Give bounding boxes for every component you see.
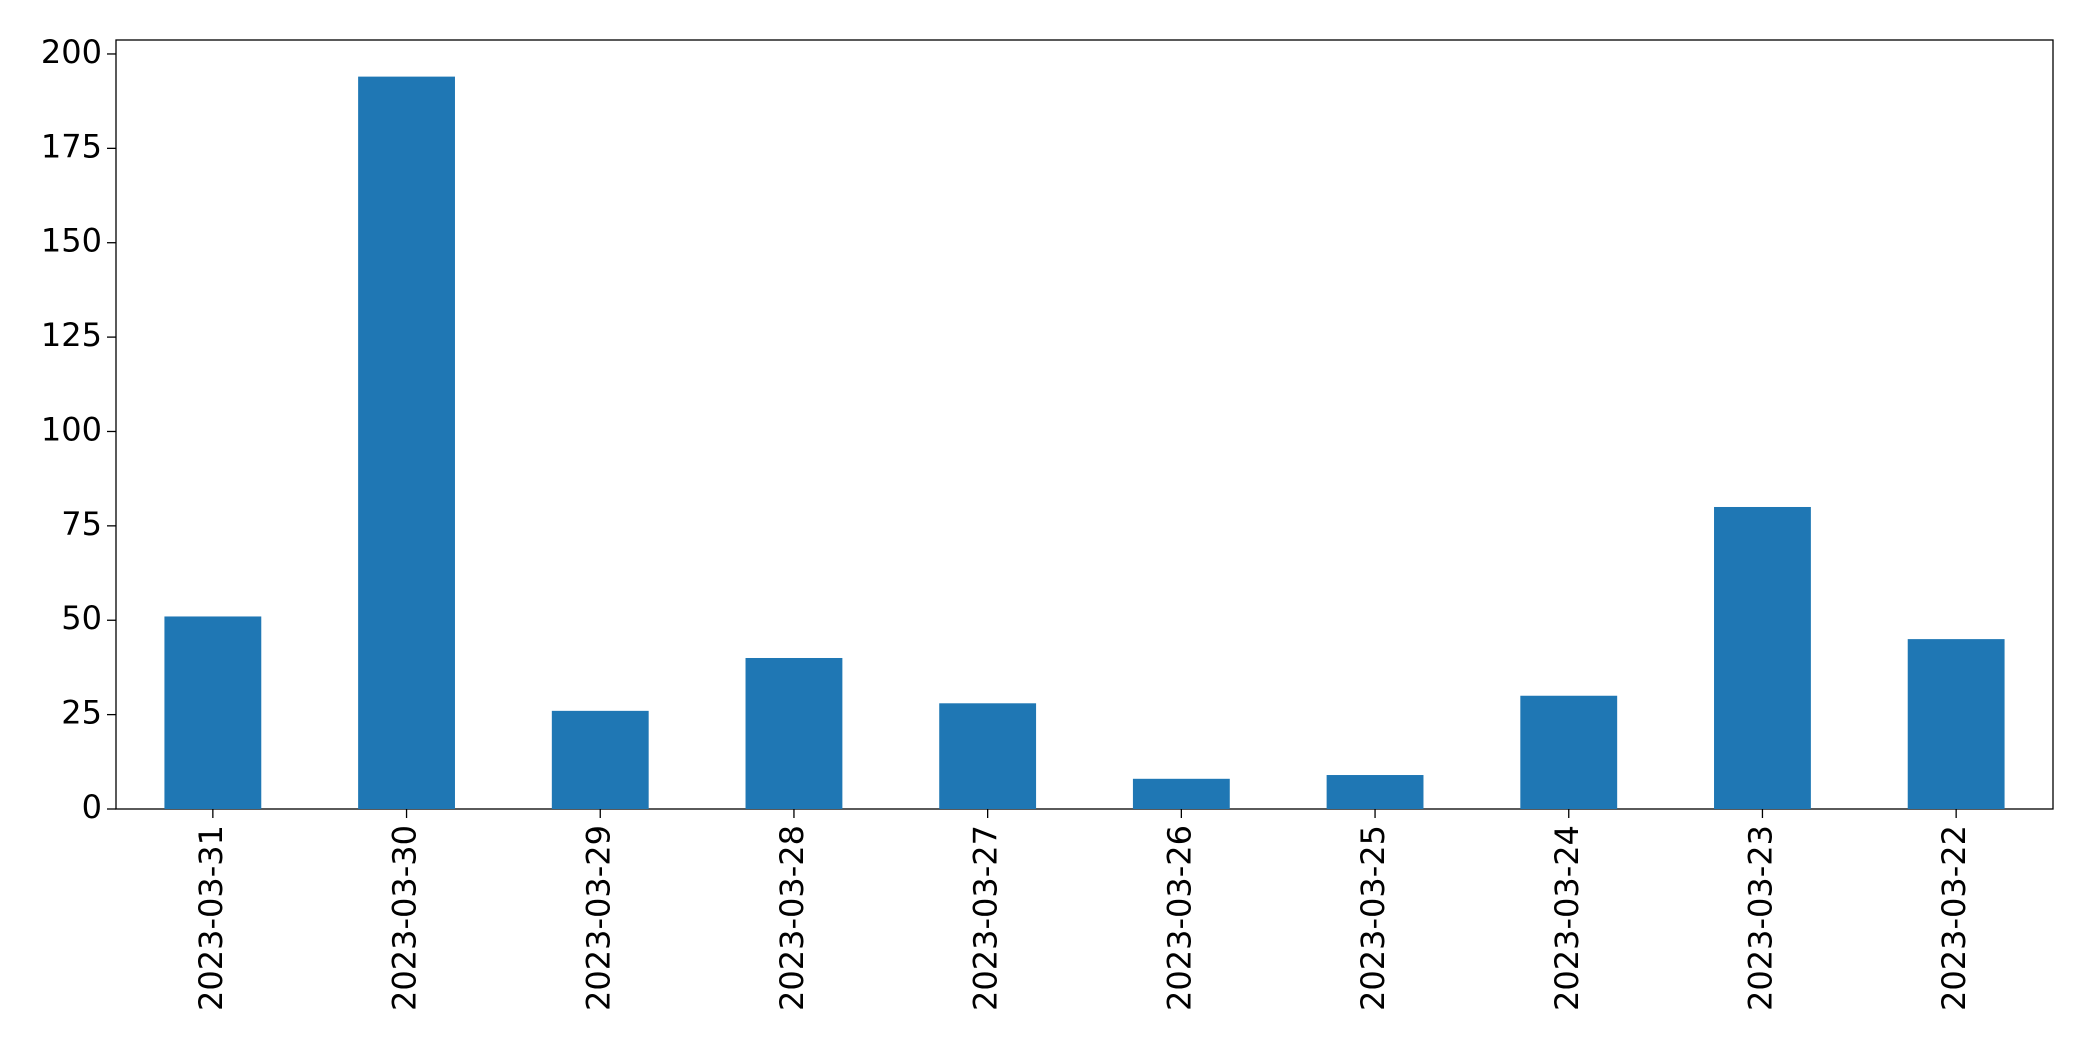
bar bbox=[1907, 639, 2005, 809]
y-tick-label: 175 bbox=[41, 127, 102, 165]
y-tick-label: 100 bbox=[41, 410, 102, 448]
y-tick-label: 0 bbox=[82, 788, 102, 826]
bar bbox=[745, 657, 843, 809]
x-tick-label: 2023-03-30 bbox=[386, 825, 424, 1011]
bar bbox=[164, 616, 262, 809]
plot-frame bbox=[115, 39, 2054, 810]
x-tick-label: 2023-03-27 bbox=[967, 825, 1005, 1011]
x-tick-label: 2023-03-24 bbox=[1548, 825, 1586, 1011]
x-tick-label: 2023-03-28 bbox=[773, 825, 811, 1011]
x-tick-label: 2023-03-29 bbox=[579, 825, 617, 1011]
x-tick-label: 2023-03-31 bbox=[192, 825, 230, 1011]
y-tick-label: 200 bbox=[41, 33, 102, 71]
bar bbox=[1326, 775, 1424, 809]
x-tick-label: 2023-03-25 bbox=[1354, 825, 1392, 1011]
y-tick-label: 50 bbox=[61, 599, 102, 637]
bar bbox=[1132, 778, 1230, 809]
bar bbox=[1714, 506, 1811, 809]
bar bbox=[551, 710, 649, 809]
bar bbox=[358, 76, 455, 810]
bar bbox=[939, 703, 1037, 809]
x-tick-label: 2023-03-22 bbox=[1935, 825, 1973, 1011]
y-tick-label: 125 bbox=[41, 316, 102, 354]
x-tick-label: 2023-03-23 bbox=[1741, 825, 1779, 1011]
bar bbox=[1520, 695, 1618, 809]
y-tick-label: 25 bbox=[61, 694, 102, 732]
y-tick-label: 75 bbox=[61, 505, 102, 543]
y-tick-label: 150 bbox=[41, 222, 102, 260]
x-tick-label: 2023-03-26 bbox=[1160, 825, 1198, 1011]
